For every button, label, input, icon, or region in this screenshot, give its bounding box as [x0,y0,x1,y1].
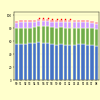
Bar [46,43,49,80]
Bar [81,22,85,28]
Bar [59,20,63,22]
Bar [77,20,80,22]
Bar [95,22,98,24]
Bar [19,44,23,80]
Bar [64,22,67,28]
Bar [86,20,89,22]
Bar [55,28,58,45]
Bar [68,28,71,45]
Bar [19,20,23,22]
Bar [24,22,27,28]
Bar [77,44,80,80]
Bar [37,21,41,26]
Bar [68,22,71,28]
Bar [50,22,54,27]
Bar [86,45,89,80]
Bar [68,45,71,80]
Bar [90,45,94,80]
Bar [19,22,23,28]
Bar [33,22,36,27]
Bar [68,20,71,22]
Bar [15,21,18,23]
Bar [50,44,54,80]
Bar [33,43,36,80]
Bar [50,27,54,44]
Bar [72,20,76,22]
Bar [24,20,27,22]
Bar [42,21,45,26]
Bar [64,45,67,80]
Bar [46,26,49,43]
Bar [86,28,89,45]
Bar [42,26,45,43]
Bar [28,20,32,22]
Bar [95,46,98,80]
Bar [24,44,27,80]
Bar [42,19,45,21]
Bar [59,27,63,44]
Bar [90,23,94,28]
Bar [72,45,76,80]
Bar [42,43,45,80]
Bar [90,28,94,45]
Bar [95,29,98,46]
Bar [15,28,18,44]
Bar [77,28,80,44]
Bar [59,44,63,80]
Bar [28,22,32,28]
Bar [55,20,58,22]
Bar [37,19,41,21]
Bar [15,23,18,28]
Bar [55,22,58,28]
Bar [72,28,76,45]
Bar [37,26,41,42]
Bar [28,43,32,80]
Bar [55,45,58,80]
Bar [86,22,89,28]
Bar [81,20,85,22]
Bar [64,20,67,22]
Bar [90,21,94,23]
Bar [64,28,67,45]
Bar [28,28,32,43]
Bar [81,28,85,44]
Bar [46,21,49,26]
Bar [37,42,41,80]
Bar [33,20,36,22]
Bar [81,44,85,80]
Bar [72,22,76,28]
Bar [15,44,18,80]
Bar [59,22,63,27]
Bar [33,27,36,43]
Bar [19,28,23,44]
Bar [77,22,80,28]
Bar [95,24,98,29]
Bar [50,20,54,22]
Bar [24,28,27,44]
Bar [46,19,49,21]
